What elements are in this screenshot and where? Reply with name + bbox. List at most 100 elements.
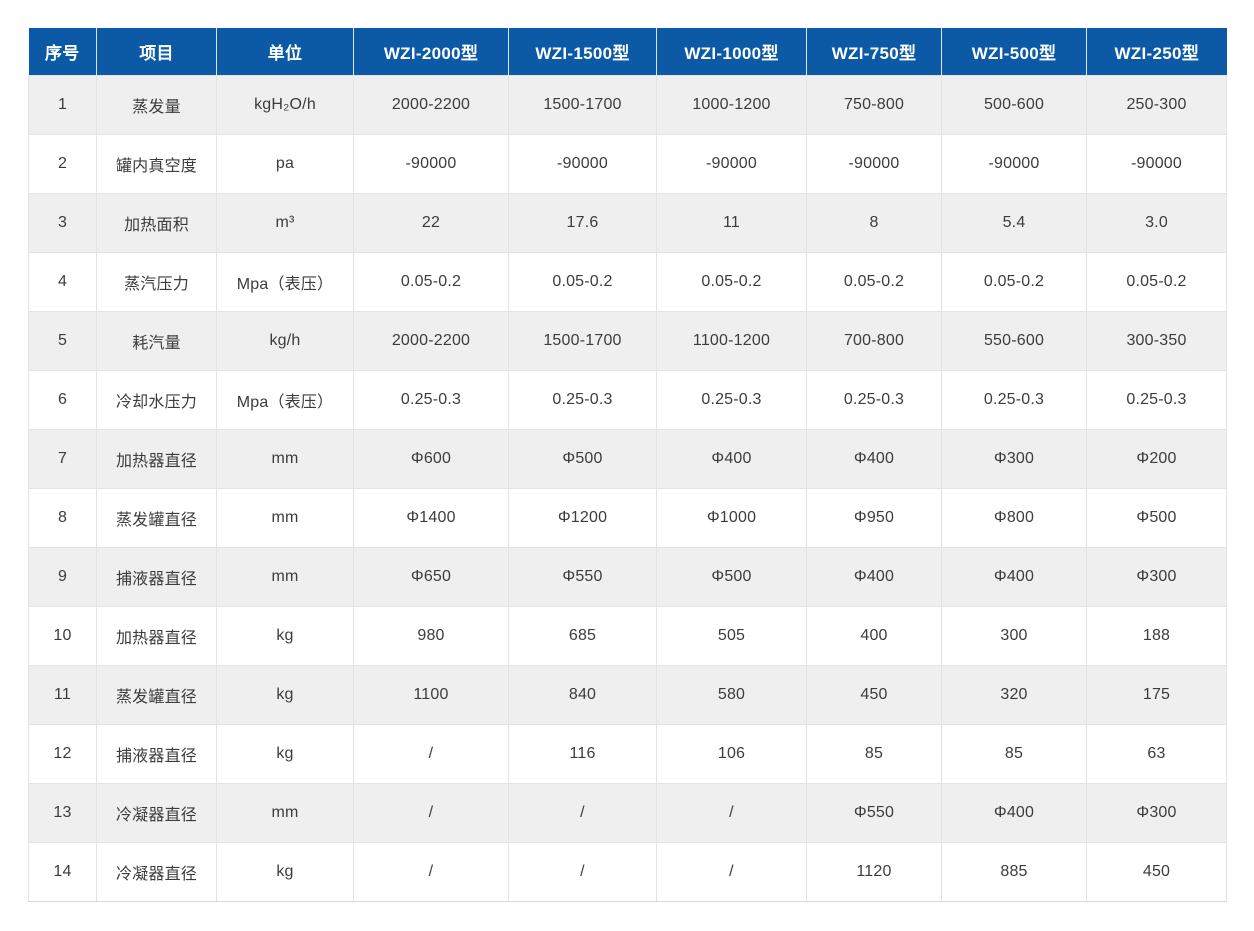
unit-cell: Mpa（表压） xyxy=(216,251,354,312)
value-cell-wzi-1500: 1500-1700 xyxy=(508,310,657,371)
value-cell-wzi-1500: 0.05-0.2 xyxy=(508,251,657,312)
value-cell-wzi-1500: Φ1200 xyxy=(508,487,657,548)
item-cell: 加热面积 xyxy=(96,192,217,253)
value-cell-wzi-1500: 116 xyxy=(508,723,657,784)
unit-cell: mm xyxy=(216,546,354,607)
unit-cell: kg/h xyxy=(216,310,354,371)
table-row: 3 加热面积 m³ 22 17.6 11 8 5.4 3.0 xyxy=(28,192,1227,253)
unit-cell: kg xyxy=(216,723,354,784)
value-cell-wzi-500: Φ400 xyxy=(941,546,1087,607)
item-cell: 蒸发罐直径 xyxy=(96,664,217,725)
value-cell-wzi-500: 0.05-0.2 xyxy=(941,251,1087,312)
item-cell: 蒸汽压力 xyxy=(96,251,217,312)
column-header-index: 序号 xyxy=(28,28,97,75)
value-cell-wzi-2000: Φ650 xyxy=(353,546,509,607)
item-cell: 加热器直径 xyxy=(96,428,217,489)
value-cell-wzi-1000: 580 xyxy=(656,664,807,725)
row-index-cell: 2 xyxy=(28,133,97,194)
value-cell-wzi-1000: Φ400 xyxy=(656,428,807,489)
value-cell-wzi-250: Φ300 xyxy=(1086,782,1227,843)
value-cell-wzi-250: Φ300 xyxy=(1086,546,1227,607)
row-index-cell: 7 xyxy=(28,428,97,489)
value-cell-wzi-250: 0.25-0.3 xyxy=(1086,369,1227,430)
value-cell-wzi-250: 63 xyxy=(1086,723,1227,784)
item-cell: 捕液器直径 xyxy=(96,723,217,784)
value-cell-wzi-1000: / xyxy=(656,841,807,902)
row-index-cell: 6 xyxy=(28,369,97,430)
table-body: 1 蒸发量 kgH₂O/h 2000-2200 1500-1700 1000-1200 75… xyxy=(28,74,1227,902)
column-header-wzi-500: WZI-500型 xyxy=(941,28,1087,75)
value-cell-wzi-1000: 0.05-0.2 xyxy=(656,251,807,312)
unit-cell: m³ xyxy=(216,192,354,253)
value-cell-wzi-250: 300-350 xyxy=(1086,310,1227,371)
table-row: 13 冷凝器直径 mm / / / Φ550 Φ400 Φ300 xyxy=(28,782,1227,843)
unit-cell: mm xyxy=(216,782,354,843)
value-cell-wzi-250: 250-300 xyxy=(1086,74,1227,135)
value-cell-wzi-500: 5.4 xyxy=(941,192,1087,253)
value-cell-wzi-750: 400 xyxy=(806,605,942,666)
row-index-cell: 1 xyxy=(28,74,97,135)
table-row: 6 冷却水压力 Mpa（表压） 0.25-0.3 0.25-0.3 0.25-0.3 0.2… xyxy=(28,369,1227,430)
spec-table-container: 序号 项目 单位 WZI-2000型 WZI-1500型 WZI-1000型 W… xyxy=(28,28,1227,902)
value-cell-wzi-1500: 685 xyxy=(508,605,657,666)
value-cell-wzi-500: Φ400 xyxy=(941,782,1087,843)
item-cell: 冷凝器直径 xyxy=(96,782,217,843)
value-cell-wzi-750: 700-800 xyxy=(806,310,942,371)
row-index-cell: 4 xyxy=(28,251,97,312)
value-cell-wzi-500: 300 xyxy=(941,605,1087,666)
table-row: 7 加热器直径 mm Φ600 Φ500 Φ400 Φ400 Φ300 Φ200 xyxy=(28,428,1227,489)
value-cell-wzi-1000: -90000 xyxy=(656,133,807,194)
column-header-wzi-750: WZI-750型 xyxy=(806,28,942,75)
value-cell-wzi-1000: Φ500 xyxy=(656,546,807,607)
table-row: 9 捕液器直径 mm Φ650 Φ550 Φ500 Φ400 Φ400 Φ300 xyxy=(28,546,1227,607)
unit-cell: mm xyxy=(216,487,354,548)
item-cell: 蒸发罐直径 xyxy=(96,487,217,548)
value-cell-wzi-2000: 2000-2200 xyxy=(353,74,509,135)
value-cell-wzi-750: Φ550 xyxy=(806,782,942,843)
column-header-wzi-1000: WZI-1000型 xyxy=(656,28,807,75)
column-header-wzi-2000: WZI-2000型 xyxy=(353,28,509,75)
value-cell-wzi-1000: 505 xyxy=(656,605,807,666)
unit-cell: kg xyxy=(216,841,354,902)
table-row: 10 加热器直径 kg 980 685 505 400 300 188 xyxy=(28,605,1227,666)
table-header-row: 序号 项目 单位 WZI-2000型 WZI-1500型 WZI-1000型 W… xyxy=(28,28,1227,75)
value-cell-wzi-750: Φ400 xyxy=(806,428,942,489)
unit-cell: kg xyxy=(216,605,354,666)
value-cell-wzi-1500: 17.6 xyxy=(508,192,657,253)
table-row: 2 罐内真空度 pa -90000 -90000 -90000 -90000 -90000 -9… xyxy=(28,133,1227,194)
value-cell-wzi-500: 320 xyxy=(941,664,1087,725)
value-cell-wzi-500: Φ300 xyxy=(941,428,1087,489)
value-cell-wzi-750: 1120 xyxy=(806,841,942,902)
value-cell-wzi-2000: Φ600 xyxy=(353,428,509,489)
value-cell-wzi-2000: Φ1400 xyxy=(353,487,509,548)
table-row: 1 蒸发量 kgH₂O/h 2000-2200 1500-1700 1000-1200 75… xyxy=(28,74,1227,135)
value-cell-wzi-1500: Φ550 xyxy=(508,546,657,607)
value-cell-wzi-1500: Φ500 xyxy=(508,428,657,489)
value-cell-wzi-2000: 0.25-0.3 xyxy=(353,369,509,430)
row-index-cell: 9 xyxy=(28,546,97,607)
value-cell-wzi-1500: / xyxy=(508,841,657,902)
value-cell-wzi-1000: Φ1000 xyxy=(656,487,807,548)
table-row: 14 冷凝器直径 kg / //1120 885 450 xyxy=(28,841,1227,902)
item-cell: 罐内真空度 xyxy=(96,133,217,194)
value-cell-wzi-500: -90000 xyxy=(941,133,1087,194)
column-header-wzi-1500: WZI-1500型 xyxy=(508,28,657,75)
unit-cell: kg xyxy=(216,664,354,725)
value-cell-wzi-750: 0.25-0.3 xyxy=(806,369,942,430)
unit-cell: Mpa（表压） xyxy=(216,369,354,430)
value-cell-wzi-500: 500-600 xyxy=(941,74,1087,135)
value-cell-wzi-1500: 840 xyxy=(508,664,657,725)
item-cell: 捕液器直径 xyxy=(96,546,217,607)
item-cell: 冷却水压力 xyxy=(96,369,217,430)
value-cell-wzi-2000: -90000 xyxy=(353,133,509,194)
value-cell-wzi-1000: / xyxy=(656,782,807,843)
value-cell-wzi-2000: 22 xyxy=(353,192,509,253)
row-index-cell: 11 xyxy=(28,664,97,725)
value-cell-wzi-500: 85 xyxy=(941,723,1087,784)
value-cell-wzi-750: -90000 xyxy=(806,133,942,194)
value-cell-wzi-500: Φ800 xyxy=(941,487,1087,548)
row-index-cell: 12 xyxy=(28,723,97,784)
value-cell-wzi-1500: 1500-1700 xyxy=(508,74,657,135)
row-index-cell: 10 xyxy=(28,605,97,666)
value-cell-wzi-750: 0.05-0.2 xyxy=(806,251,942,312)
